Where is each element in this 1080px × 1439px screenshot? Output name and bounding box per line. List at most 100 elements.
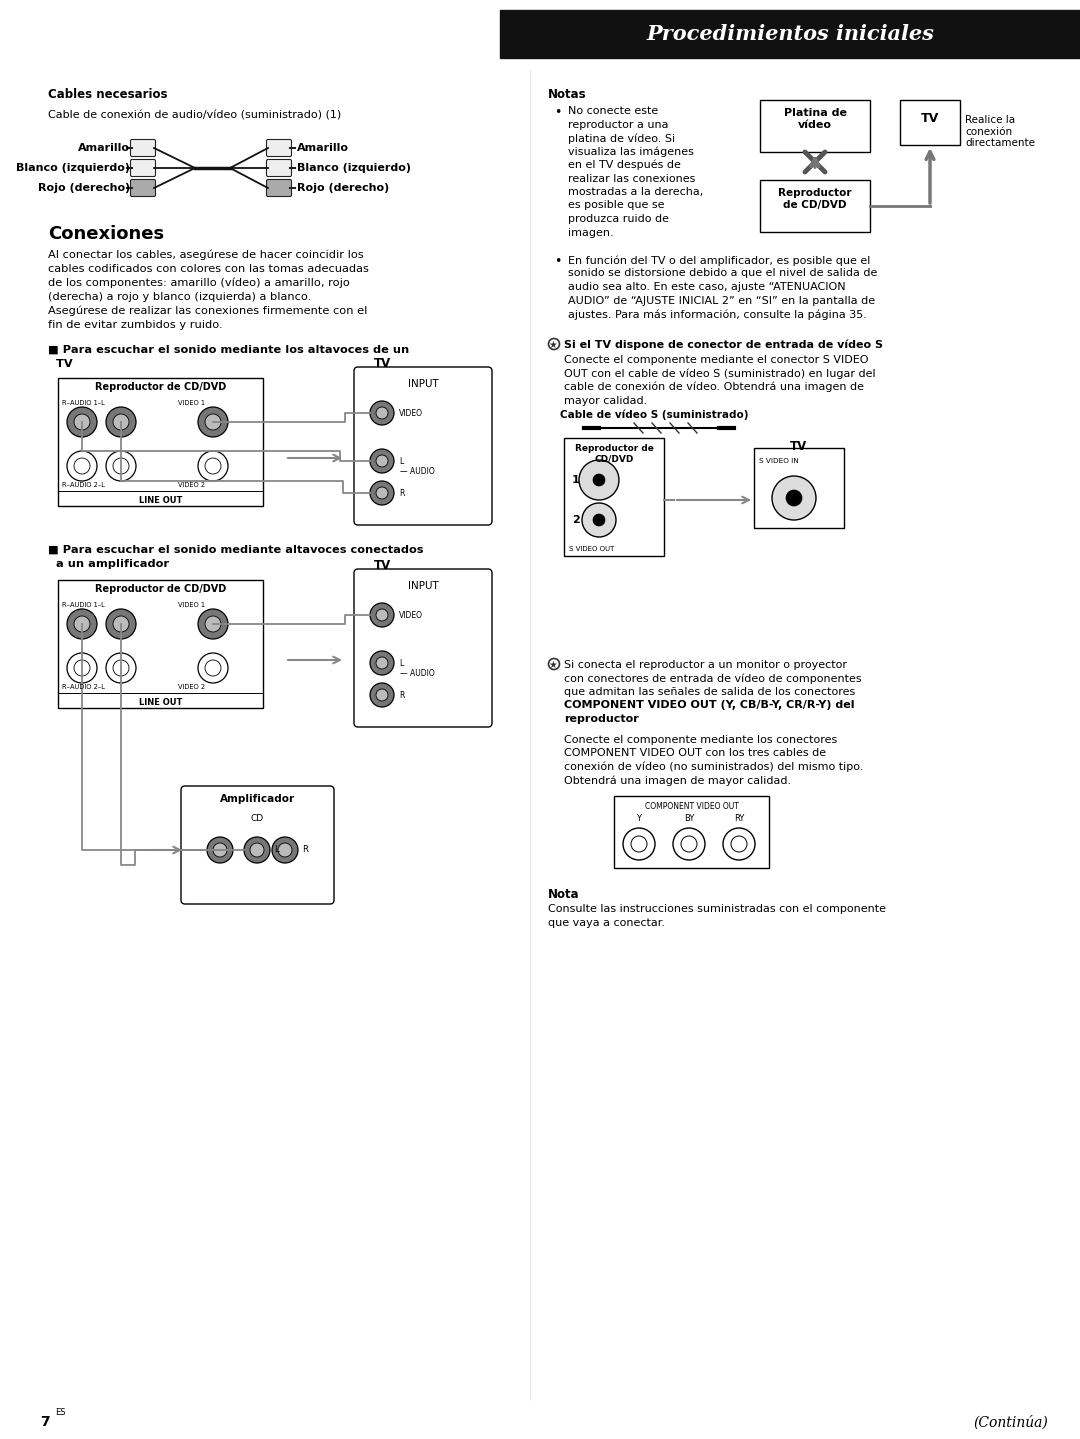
Text: Rojo (derecho): Rojo (derecho) <box>297 183 389 193</box>
Text: S VIDEO IN: S VIDEO IN <box>759 458 799 463</box>
Circle shape <box>205 661 221 676</box>
Text: BY: BY <box>684 814 694 823</box>
Text: Conecte el componente mediante los conectores: Conecte el componente mediante los conec… <box>564 735 837 745</box>
FancyBboxPatch shape <box>267 180 292 197</box>
Circle shape <box>106 450 136 481</box>
Text: ★: ★ <box>548 661 557 671</box>
Circle shape <box>113 414 129 430</box>
Text: L: L <box>274 846 279 855</box>
Text: ES: ES <box>55 1407 66 1417</box>
Circle shape <box>370 481 394 505</box>
FancyBboxPatch shape <box>131 140 156 157</box>
Circle shape <box>731 836 747 852</box>
Text: de los componentes: amarillo (vídeo) a amarillo, rojo: de los componentes: amarillo (vídeo) a a… <box>48 278 350 288</box>
Text: sonido se distorsione debido a que el nivel de salida de: sonido se distorsione debido a que el ni… <box>568 269 877 279</box>
FancyBboxPatch shape <box>267 160 292 177</box>
Text: En función del TV o del amplificador, es posible que el: En función del TV o del amplificador, es… <box>568 255 870 266</box>
Circle shape <box>198 653 228 684</box>
Text: mayor calidad.: mayor calidad. <box>564 396 647 406</box>
Circle shape <box>772 476 816 519</box>
Circle shape <box>681 836 697 852</box>
Text: cable de conexión de vídeo. Obtendrá una imagen de: cable de conexión de vídeo. Obtendrá una… <box>564 381 864 393</box>
Circle shape <box>370 603 394 627</box>
Text: S VIDEO OUT: S VIDEO OUT <box>569 545 615 553</box>
Text: R–AUDIO 2–L: R–AUDIO 2–L <box>62 684 105 689</box>
Circle shape <box>67 450 97 481</box>
Circle shape <box>723 827 755 861</box>
FancyBboxPatch shape <box>181 786 334 904</box>
Text: L: L <box>399 456 403 465</box>
Text: Amplificador: Amplificador <box>220 794 295 804</box>
Text: Amarillo: Amarillo <box>78 142 130 153</box>
Circle shape <box>376 455 388 468</box>
Circle shape <box>113 458 129 473</box>
Text: Blanco (izquierdo): Blanco (izquierdo) <box>16 163 130 173</box>
Circle shape <box>376 486 388 499</box>
Circle shape <box>549 659 559 669</box>
Circle shape <box>205 616 221 632</box>
Text: Reproductor
de CD/DVD: Reproductor de CD/DVD <box>779 189 852 210</box>
Text: que vaya a conectar.: que vaya a conectar. <box>548 918 665 928</box>
FancyBboxPatch shape <box>131 180 156 197</box>
Text: es posible que se: es posible que se <box>568 200 664 210</box>
Text: R–AUDIO 1–L: R–AUDIO 1–L <box>62 602 105 609</box>
Text: ajustes. Para más información, consulte la página 35.: ajustes. Para más información, consulte … <box>568 309 867 319</box>
Bar <box>760 99 870 153</box>
Circle shape <box>213 843 227 858</box>
Text: (Continúa): (Continúa) <box>973 1415 1048 1429</box>
FancyBboxPatch shape <box>354 568 492 727</box>
Text: VIDEO: VIDEO <box>399 610 423 620</box>
Text: No conecte este: No conecte este <box>568 106 658 117</box>
Text: — AUDIO: — AUDIO <box>400 466 435 475</box>
Circle shape <box>75 661 90 676</box>
FancyBboxPatch shape <box>354 367 492 525</box>
Text: reproductor: reproductor <box>564 714 638 724</box>
Text: Reproductor de
CD/DVD: Reproductor de CD/DVD <box>575 445 653 463</box>
Circle shape <box>786 491 802 507</box>
Text: Rojo (derecho): Rojo (derecho) <box>38 183 130 193</box>
Text: Notas: Notas <box>548 88 586 101</box>
Circle shape <box>205 414 221 430</box>
Text: •: • <box>554 255 562 268</box>
Text: conexión de vídeo (no suministrados) del mismo tipo.: conexión de vídeo (no suministrados) del… <box>564 763 863 773</box>
Circle shape <box>198 609 228 639</box>
Circle shape <box>370 684 394 707</box>
Text: R: R <box>399 691 404 699</box>
Text: R–AUDIO 1–L: R–AUDIO 1–L <box>62 400 105 406</box>
Circle shape <box>67 609 97 639</box>
Circle shape <box>623 827 654 861</box>
Text: imagen.: imagen. <box>568 227 613 237</box>
Text: COMPONENT VIDEO OUT: COMPONENT VIDEO OUT <box>645 802 739 812</box>
Text: 7: 7 <box>40 1415 50 1429</box>
Text: TV: TV <box>921 112 940 125</box>
Circle shape <box>579 460 619 499</box>
Text: INPUT: INPUT <box>407 581 438 591</box>
Text: VIDEO 2: VIDEO 2 <box>178 684 205 689</box>
Text: ■ Para escuchar el sonido mediante los altavoces de un: ■ Para escuchar el sonido mediante los a… <box>48 345 409 355</box>
Circle shape <box>278 843 292 858</box>
Text: — AUDIO: — AUDIO <box>400 669 435 678</box>
Circle shape <box>198 450 228 481</box>
Circle shape <box>67 653 97 684</box>
Text: ★: ★ <box>548 340 557 350</box>
Bar <box>58 580 264 708</box>
Text: Asegúrese de realizar las conexiones firmemente con el: Asegúrese de realizar las conexiones fir… <box>48 307 367 317</box>
Text: 1: 1 <box>572 475 580 485</box>
Text: TV: TV <box>374 558 391 571</box>
Circle shape <box>272 837 298 863</box>
Text: CD: CD <box>251 814 265 823</box>
Text: LINE OUT: LINE OUT <box>139 496 183 505</box>
Text: Reproductor de CD/DVD: Reproductor de CD/DVD <box>95 381 226 391</box>
Text: COMPONENT VIDEO OUT (Y, CB/B-Y, CR/R-Y) del: COMPONENT VIDEO OUT (Y, CB/B-Y, CR/R-Y) … <box>564 701 854 711</box>
Text: Platina de
vídeo: Platina de vídeo <box>783 108 847 130</box>
Circle shape <box>75 414 90 430</box>
Text: (derecha) a rojo y blanco (izquierda) a blanco.: (derecha) a rojo y blanco (izquierda) a … <box>48 292 311 302</box>
Text: visualiza las imágenes: visualiza las imágenes <box>568 147 693 157</box>
Text: R: R <box>302 846 308 855</box>
Text: 2: 2 <box>572 515 580 525</box>
Text: fin de evitar zumbidos y ruido.: fin de evitar zumbidos y ruido. <box>48 319 222 330</box>
Text: Si el TV dispone de conector de entrada de vídeo S: Si el TV dispone de conector de entrada … <box>564 340 883 351</box>
Text: VIDEO 1: VIDEO 1 <box>178 602 205 609</box>
Circle shape <box>207 837 233 863</box>
Text: audio sea alto. En este caso, ajuste “ATENUACION: audio sea alto. En este caso, ajuste “AT… <box>568 282 846 292</box>
